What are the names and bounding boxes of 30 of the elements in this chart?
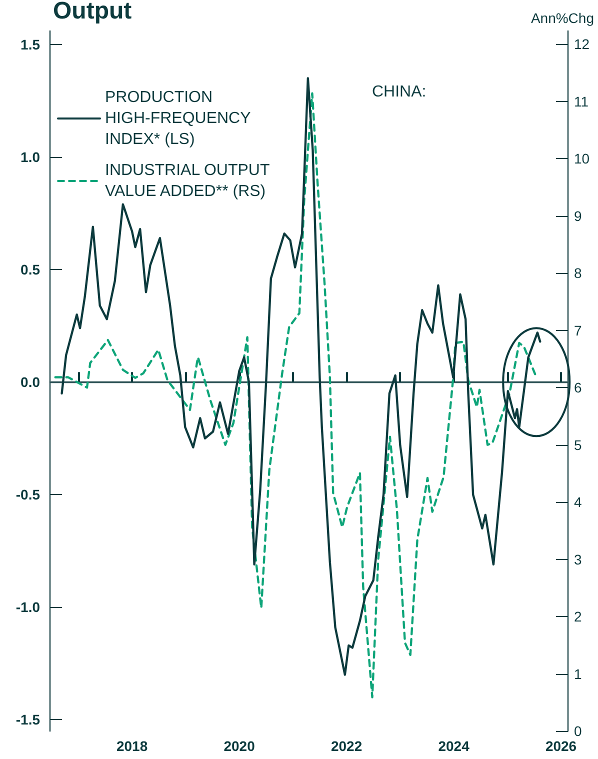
y-tick-label: -1.0 — [16, 599, 40, 616]
y-tick-label: 0.5 — [20, 262, 40, 278]
y2-tick-label: 3 — [574, 551, 582, 568]
y2-tick-label: 2 — [574, 608, 582, 625]
legend-label: INDUSTRIAL OUTPUT VALUE ADDED** (RS) — [105, 162, 270, 200]
y-tick-label: 1.5 — [20, 36, 40, 53]
y2-tick-label: 7 — [574, 322, 582, 338]
x-tick-label: 2020 — [224, 738, 256, 754]
y2-tick-label: 8 — [574, 265, 582, 282]
y2-tick-label: 0 — [574, 723, 582, 739]
y2-axis-title: Ann%Chg — [530, 10, 594, 26]
y2-tick-label: 9 — [574, 208, 582, 224]
legend-label: PRODUCTION HIGH-FREQUENCY INDEX* (LS) — [105, 89, 252, 148]
x-tick-label: 2026 — [545, 738, 577, 754]
y2-tick-label: 11 — [574, 93, 589, 110]
y2-tick-label: 12 — [574, 36, 590, 52]
x-tick-label: 2018 — [116, 738, 148, 754]
chart-title: Output — [53, 0, 132, 24]
y-tick-label: 1.0 — [20, 149, 40, 166]
x-tick-label: 2024 — [438, 738, 470, 754]
y2-tick-label: 5 — [574, 436, 582, 453]
y-tick-label: 0.0 — [20, 374, 40, 390]
y2-tick-label: 6 — [574, 380, 582, 396]
annotation: CHINA: — [372, 84, 426, 100]
y-tick-label: -0.5 — [16, 486, 40, 503]
y2-tick-label: 4 — [574, 494, 582, 510]
y-tick-label: -1.5 — [16, 712, 40, 728]
x-tick-label: 2022 — [330, 738, 362, 754]
y2-tick-label: 10 — [574, 150, 590, 167]
y2-tick-label: 1 — [574, 666, 582, 682]
